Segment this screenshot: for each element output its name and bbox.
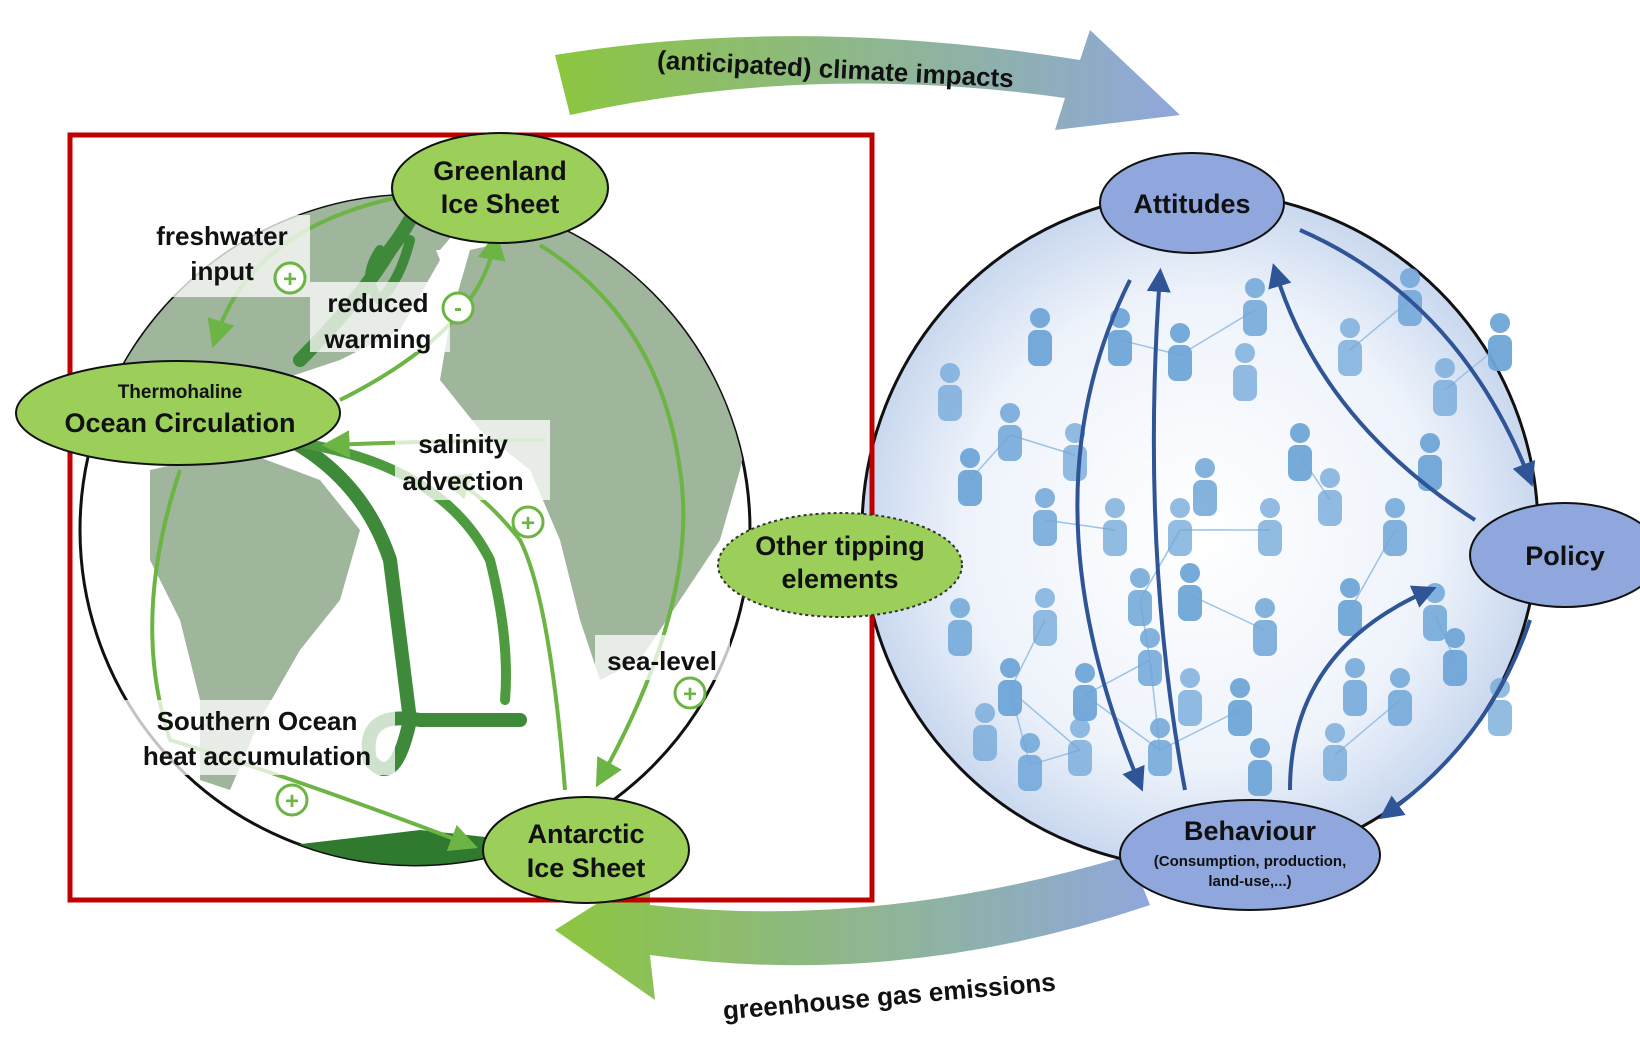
salinity-label-2: advection xyxy=(402,466,523,496)
person-icon xyxy=(1433,358,1457,416)
thermohaline-label-1: Thermohaline xyxy=(118,382,243,403)
greenland-label-2: Ice Sheet xyxy=(441,189,560,219)
person-icon xyxy=(1193,458,1217,516)
antarctic-label-1: Antarctic xyxy=(527,819,644,849)
thermohaline-node: Thermohaline Ocean Circulation xyxy=(16,361,340,465)
svg-text:-: - xyxy=(454,295,462,322)
sea-level-label: sea-level xyxy=(607,646,717,676)
social-globe xyxy=(862,192,1538,868)
greenhouse-emissions-label: greenhouse gas emissions xyxy=(722,967,1057,1026)
person-icon xyxy=(1388,668,1412,726)
person-icon xyxy=(1233,343,1257,401)
person-icon xyxy=(1018,733,1042,791)
person-icon xyxy=(1028,308,1052,366)
other-tipping-node: Other tipping elements xyxy=(718,513,962,617)
policy-label: Policy xyxy=(1525,541,1605,571)
person-icon xyxy=(1318,468,1342,526)
person-icon xyxy=(1103,498,1127,556)
person-icon xyxy=(1168,498,1192,556)
salinity-label-1: salinity xyxy=(418,429,508,459)
person-icon xyxy=(1323,723,1347,781)
antarctic-label-2: Ice Sheet xyxy=(527,853,646,883)
behaviour-sub-label-1: (Consumption, production, xyxy=(1154,853,1346,870)
southern-ocean-plus-sign: + xyxy=(277,785,307,815)
person-icon xyxy=(1488,313,1512,371)
svg-text:+: + xyxy=(521,510,535,537)
reduced-warming-label-2: warming xyxy=(324,324,432,354)
person-icon xyxy=(1398,268,1422,326)
salinity-plus-sign: + xyxy=(513,507,543,537)
person-icon xyxy=(1128,568,1152,626)
other-tipping-label-1: Other tipping xyxy=(755,531,924,561)
sea-level-plus-sign: + xyxy=(675,678,705,708)
policy-node: Policy xyxy=(1470,503,1640,607)
person-icon xyxy=(1383,498,1407,556)
person-icon xyxy=(1178,563,1202,621)
person-icon xyxy=(1288,423,1312,481)
person-icon xyxy=(1338,578,1362,636)
person-icon xyxy=(1073,663,1097,721)
person-icon xyxy=(1343,658,1367,716)
svg-text:+: + xyxy=(283,266,297,293)
person-icon xyxy=(1033,588,1057,646)
person-icon xyxy=(1228,678,1252,736)
person-icon xyxy=(1258,498,1282,556)
svg-text:+: + xyxy=(285,788,299,815)
behaviour-label: Behaviour xyxy=(1184,816,1317,846)
attitudes-node: Attitudes xyxy=(1100,153,1284,253)
person-icon xyxy=(1178,668,1202,726)
person-icon xyxy=(1253,598,1277,656)
person-icon xyxy=(973,703,997,761)
attitudes-label: Attitudes xyxy=(1134,189,1251,219)
antarctic-node: Antarctic Ice Sheet xyxy=(483,797,689,903)
freshwater-label-2: input xyxy=(190,256,254,286)
behaviour-sub-label-2: land-use,...) xyxy=(1208,873,1291,890)
person-icon xyxy=(1243,278,1267,336)
person-icon xyxy=(998,403,1022,461)
freshwater-plus-sign: + xyxy=(275,263,305,293)
person-icon xyxy=(958,448,982,506)
southern-ocean-label-1: Southern Ocean xyxy=(157,706,358,736)
person-icon xyxy=(938,363,962,421)
other-tipping-label-2: elements xyxy=(781,564,898,594)
person-icon xyxy=(1168,323,1192,381)
svg-text:+: + xyxy=(683,681,697,708)
person-icon xyxy=(1443,628,1467,686)
reduced-warming-minus-sign: - xyxy=(443,293,473,323)
person-icon xyxy=(1248,738,1272,796)
person-icon xyxy=(1033,488,1057,546)
person-icon xyxy=(1148,718,1172,776)
person-icon xyxy=(1338,318,1362,376)
greenland-node: Greenland Ice Sheet xyxy=(392,133,608,243)
reduced-warming-label-1: reduced xyxy=(327,288,428,318)
person-icon xyxy=(1068,718,1092,776)
person-icon xyxy=(1138,628,1162,686)
behaviour-node: Behaviour (Consumption, production, land… xyxy=(1120,800,1380,910)
person-icon xyxy=(948,598,972,656)
climate-impacts-arrow: (anticipated) climate impacts xyxy=(555,30,1180,130)
greenland-label-1: Greenland xyxy=(433,156,567,186)
thermohaline-label-2: Ocean Circulation xyxy=(64,408,295,438)
southern-ocean-label-2: heat accumulation xyxy=(143,741,371,771)
person-icon xyxy=(998,658,1022,716)
freshwater-label-1: freshwater xyxy=(156,221,288,251)
